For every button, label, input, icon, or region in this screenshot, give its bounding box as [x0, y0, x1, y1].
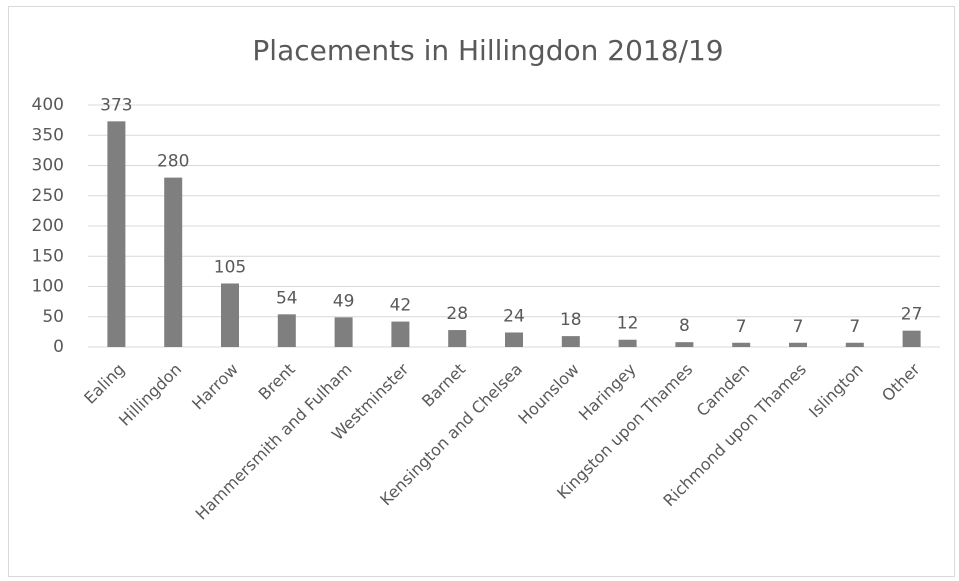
bar — [448, 330, 467, 347]
data-label: 24 — [503, 306, 525, 326]
y-tick-label: 100 — [32, 277, 64, 297]
data-label: 280 — [157, 152, 189, 172]
bar — [391, 321, 410, 347]
bar — [277, 314, 296, 347]
y-tick-label: 250 — [32, 186, 64, 206]
data-label: 12 — [617, 314, 639, 334]
data-label: 7 — [849, 317, 860, 337]
y-tick-label: 150 — [32, 246, 64, 266]
bar — [675, 342, 694, 347]
data-label: 28 — [446, 304, 468, 324]
y-tick-label: 400 — [32, 95, 64, 115]
data-label: 18 — [560, 310, 582, 330]
bar — [732, 342, 751, 347]
data-label: 105 — [214, 257, 246, 277]
bar — [164, 177, 183, 347]
y-tick-label: 350 — [32, 125, 64, 145]
data-label: 42 — [390, 296, 412, 316]
y-tick-label: 0 — [53, 337, 64, 357]
chart-title: Placements in Hillingdon 2018/19 — [252, 34, 723, 67]
y-tick-label: 200 — [32, 216, 64, 236]
bar — [334, 317, 353, 347]
bar — [618, 339, 637, 347]
y-tick-label: 300 — [32, 156, 64, 176]
bar — [505, 332, 523, 347]
data-label: 27 — [901, 305, 923, 325]
data-label: 8 — [679, 316, 690, 336]
data-label: 49 — [333, 291, 355, 311]
bar — [561, 336, 580, 347]
bar — [107, 121, 126, 348]
data-label: 7 — [793, 317, 804, 337]
bar — [789, 342, 807, 347]
data-label: 7 — [736, 317, 747, 337]
bar — [845, 342, 864, 347]
data-label: 373 — [100, 95, 132, 115]
y-tick-label: 50 — [42, 307, 64, 327]
data-label: 54 — [276, 288, 298, 308]
chart-border — [8, 6, 955, 577]
bar — [221, 283, 239, 347]
bar — [902, 330, 921, 347]
